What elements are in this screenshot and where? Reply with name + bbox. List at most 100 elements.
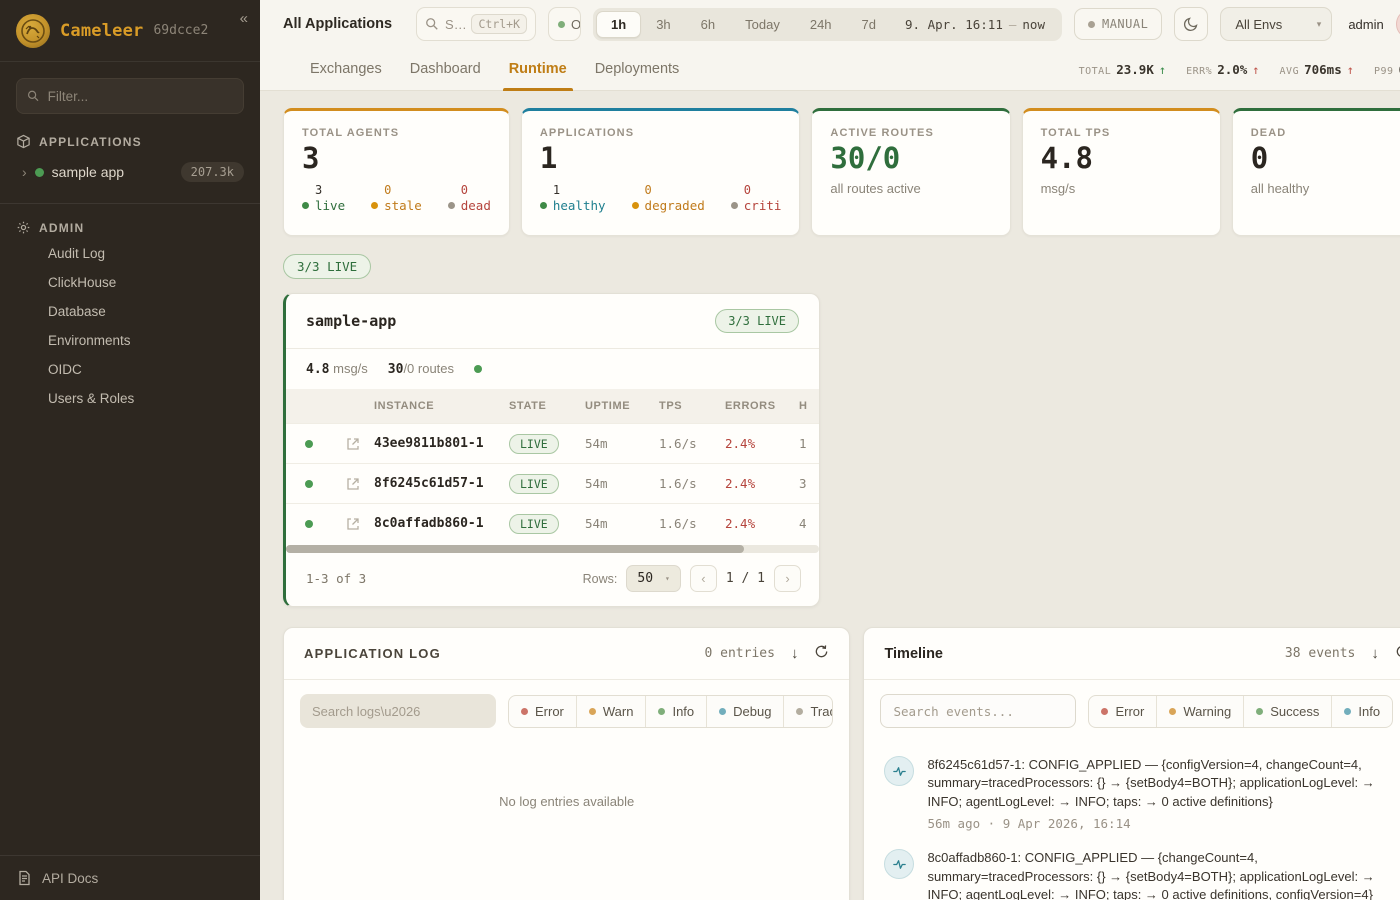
dark-mode-toggle[interactable]: [1174, 7, 1209, 41]
app-version: 69dcce2: [153, 23, 209, 38]
sidebar-item-environments[interactable]: Environments: [48, 333, 131, 348]
filter-info[interactable]: Info: [645, 695, 706, 727]
sidebar-collapse-icon[interactable]: «: [239, 10, 248, 27]
document-icon: [19, 870, 30, 886]
application-card: sample-app 3/3 LIVE 4.8 msg/s 30/0 route…: [283, 293, 820, 607]
card-applications: APPLICATIONS 1 1 healthy 0 degraded 0 criti: [520, 108, 801, 236]
filter-warning[interactable]: Warning: [1156, 695, 1243, 727]
table-pagination: 1-3 of 3 Rows: 50 ▾ ‹ 1 / 1 ›: [286, 553, 819, 606]
time-range-6h[interactable]: 6h: [700, 16, 716, 32]
tab-deployments[interactable]: Deployments: [594, 61, 680, 77]
refresh-icon[interactable]: [814, 644, 829, 663]
download-icon[interactable]: ↓: [1371, 645, 1379, 662]
chevron-down-icon: ▾: [1316, 18, 1322, 29]
main-area: All Applications S… Ctrl+K O 1h 3h 6h To…: [260, 0, 1400, 900]
sidebar-filter-input[interactable]: [47, 88, 233, 104]
time-range-24h[interactable]: 24h: [809, 16, 832, 32]
horizontal-scrollbar[interactable]: [286, 545, 819, 553]
stat-err: ERR% 2.0% ↑: [1186, 61, 1260, 77]
search-shortcut-badge: Ctrl+K: [471, 14, 528, 34]
next-page-button[interactable]: ›: [774, 565, 801, 592]
stat-avg: AVG 706ms ↑: [1279, 61, 1354, 77]
scrollbar-thumb[interactable]: [286, 545, 745, 553]
time-range-1h[interactable]: 1h: [596, 10, 642, 38]
search-placeholder-text: S…: [445, 16, 466, 32]
refresh-mode-button[interactable]: MANUAL: [1073, 8, 1163, 40]
events-search-input[interactable]: [880, 694, 1077, 728]
sidebar-item-api-docs[interactable]: API Docs: [0, 855, 260, 900]
application-name: sample-app: [306, 312, 397, 330]
routes-status-dot: [474, 365, 483, 373]
activity-icon: [884, 756, 915, 786]
card-total-tps: TOTAL TPS 4.8 msg/s: [1021, 108, 1221, 236]
chevron-down-icon: ▾: [665, 574, 670, 583]
stat-total: TOTAL 23.9K ↑: [1078, 61, 1167, 77]
app-name-label: sample app: [51, 164, 125, 180]
table-row[interactable]: 8c0affadb860-1 LIVE 54m 1.6/s 2.4% 4: [286, 503, 819, 543]
online-dot: [558, 20, 566, 28]
online-status-pill[interactable]: O: [548, 7, 582, 41]
substat-healthy: 1 healthy: [539, 183, 606, 214]
filter-trace[interactable]: Trace: [783, 695, 832, 727]
tab-dashboard[interactable]: Dashboard: [409, 61, 481, 77]
panel-title: Timeline: [884, 645, 943, 662]
expand-chevron-icon[interactable]: ›: [22, 164, 27, 180]
external-link-icon[interactable]: [332, 517, 374, 531]
prev-page-button[interactable]: ‹: [689, 565, 717, 592]
kpi-cards-row: TOTAL AGENTS 3 3 live 0 stale 0 dead APPLIC…: [283, 108, 1400, 236]
search-icon: [27, 90, 39, 102]
external-link-icon[interactable]: [332, 437, 374, 451]
table-row[interactable]: 43ee9811b801-1 LIVE 54m 1.6/s 2.4% 1: [286, 423, 819, 463]
app-count-badge: 207.3k: [180, 162, 244, 182]
external-link-icon[interactable]: [332, 477, 374, 491]
global-search[interactable]: S… Ctrl+K: [416, 7, 537, 41]
time-range-3h[interactable]: 3h: [656, 16, 671, 32]
sidebar-item-users-roles[interactable]: Users & Roles: [48, 391, 135, 406]
activity-icon: [884, 849, 915, 880]
date-range-display[interactable]: 9. Apr. 16:11— now: [905, 16, 1045, 32]
events-count: 38 events: [1284, 646, 1356, 661]
rows-per-page-select[interactable]: 50 ▾: [626, 565, 681, 592]
status-dot-live: [34, 167, 44, 177]
substat-stale: 0 stale: [371, 183, 422, 214]
sidebar-item-clickhouse[interactable]: ClickHouse: [48, 275, 117, 290]
sidebar: « Cameleer 69dcce2 APPLICATIONS › sample…: [0, 0, 260, 900]
sidebar-item-database[interactable]: Database: [48, 304, 106, 319]
time-range-7d[interactable]: 7d: [861, 16, 877, 32]
time-range-today[interactable]: Today: [745, 16, 780, 32]
filter-success[interactable]: Success: [1243, 695, 1331, 727]
state-badge: LIVE: [509, 473, 559, 494]
avatar[interactable]: AD: [1395, 9, 1400, 39]
log-search-input[interactable]: [300, 694, 496, 728]
substat-dead: 0 dead: [447, 183, 491, 214]
instance-status-dot: [305, 479, 313, 488]
sidebar-item-sample-app[interactable]: › sample app 207.3k: [0, 153, 260, 191]
tab-exchanges[interactable]: Exchanges: [310, 61, 382, 77]
trend-up-icon: ↑: [1346, 62, 1354, 77]
table-row[interactable]: 8f6245c61d57-1 LIVE 54m 1.6/s 2.4% 3: [286, 463, 819, 503]
username-label: admin: [1348, 16, 1384, 32]
event-list: 8f6245c61d57-1: CONFIG_APPLIED — {config…: [864, 742, 1400, 900]
stat-p99: P996.9s↑: [1373, 62, 1400, 77]
topbar: All Applications S… Ctrl+K O 1h 3h 6h To…: [260, 0, 1400, 48]
content: TOTAL AGENTS 3 3 live 0 stale 0 dead APPLIC…: [260, 91, 1400, 900]
page-title: All Applications: [283, 16, 393, 32]
environment-select[interactable]: All Envs ▾: [1220, 7, 1333, 41]
sidebar-item-audit-log[interactable]: Audit Log: [48, 246, 106, 261]
sidebar-filter: [16, 78, 244, 114]
application-stats: 4.8 msg/s 30/0 routes: [286, 349, 819, 389]
filter-debug[interactable]: Debug: [706, 695, 783, 727]
page-indicator: 1 / 1: [725, 571, 765, 586]
filter-error[interactable]: Error: [1089, 696, 1156, 727]
state-badge: LIVE: [509, 513, 559, 534]
download-icon[interactable]: ↓: [790, 645, 799, 662]
tab-runtime[interactable]: Runtime: [495, 48, 581, 91]
sidebar-item-oidc[interactable]: OIDC: [48, 362, 82, 377]
applications-section-header: APPLICATIONS: [0, 130, 260, 153]
filter-warn[interactable]: Warn: [575, 695, 646, 727]
filter-error[interactable]: Error: [509, 696, 576, 727]
search-icon: [426, 18, 438, 30]
refresh-icon[interactable]: [1395, 644, 1400, 663]
filter-info[interactable]: Info: [1331, 695, 1392, 727]
